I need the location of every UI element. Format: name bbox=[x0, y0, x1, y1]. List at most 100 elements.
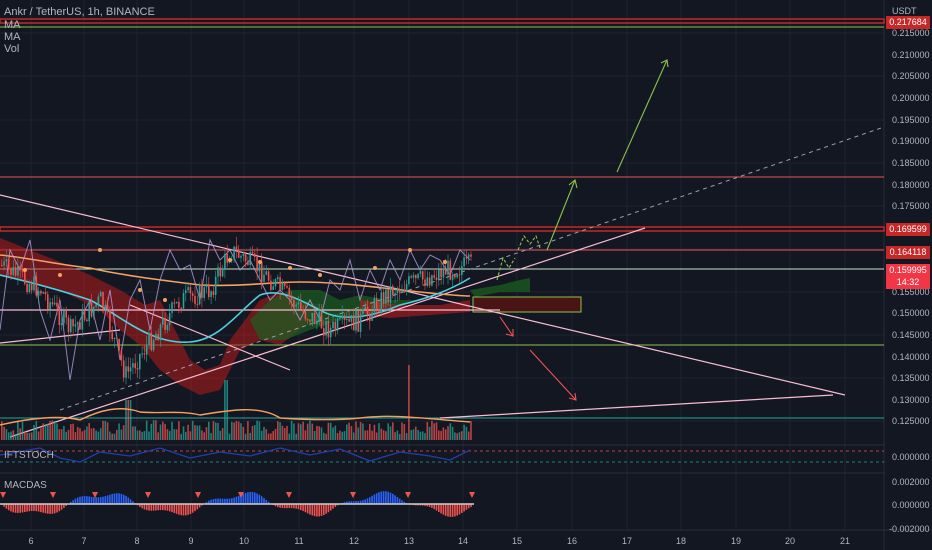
macd-bar bbox=[394, 495, 396, 504]
volume-bar bbox=[7, 432, 10, 440]
volume-bar bbox=[373, 424, 376, 440]
horizontal-levels[interactable] bbox=[0, 18, 885, 419]
volume-bar bbox=[237, 421, 240, 440]
volume-bar bbox=[332, 427, 334, 440]
candle-body bbox=[159, 324, 162, 341]
volume-bar bbox=[318, 426, 320, 440]
signal-dot bbox=[288, 266, 292, 270]
zone-box[interactable] bbox=[472, 296, 582, 313]
volume-bar bbox=[104, 420, 107, 440]
candle-body bbox=[334, 322, 337, 331]
macd-bar bbox=[461, 504, 463, 513]
candle-body bbox=[325, 320, 327, 336]
candle-body bbox=[293, 299, 295, 307]
macd-bar bbox=[320, 504, 323, 516]
macd-bar bbox=[212, 499, 215, 504]
volume-bar bbox=[304, 430, 307, 440]
candle-body bbox=[122, 360, 125, 378]
volume-bar bbox=[173, 429, 176, 440]
volume-bar bbox=[327, 422, 330, 440]
volume-bar bbox=[405, 433, 408, 440]
volume-bar bbox=[185, 431, 187, 440]
macd-bar bbox=[125, 495, 127, 504]
volume-bar bbox=[355, 421, 357, 440]
volume-bar bbox=[302, 421, 304, 440]
candle-body bbox=[435, 277, 438, 281]
macd-bar bbox=[44, 504, 47, 514]
macd-bar bbox=[421, 504, 424, 506]
macd-bar bbox=[180, 504, 182, 516]
trendlines[interactable] bbox=[0, 194, 846, 438]
iftstoch-title[interactable]: IFTSTOCH bbox=[4, 450, 54, 461]
candle-body bbox=[168, 312, 171, 326]
macd-bar bbox=[81, 496, 84, 504]
volume-bar bbox=[171, 421, 173, 440]
macd-bar bbox=[217, 498, 219, 504]
signal-dot bbox=[228, 258, 232, 262]
candle-body bbox=[385, 289, 387, 304]
candle-body bbox=[106, 304, 109, 310]
candle-body bbox=[297, 302, 300, 305]
price-tick: 0.180000 bbox=[892, 180, 930, 190]
macd-bar bbox=[329, 504, 332, 511]
grid bbox=[0, 0, 884, 530]
macd-bar bbox=[382, 491, 385, 504]
macd-bar bbox=[191, 504, 194, 513]
indicator-vol[interactable]: Vol bbox=[4, 43, 20, 55]
price-tick: 0.150000 bbox=[892, 308, 930, 318]
time-tick: 18 bbox=[676, 536, 686, 546]
dashed-projection[interactable] bbox=[59, 126, 885, 411]
macd-bar bbox=[352, 501, 355, 504]
volume-bar bbox=[129, 400, 132, 440]
macd-bar bbox=[152, 504, 155, 511]
symbol-title[interactable]: Ankr / TetherUS, 1h, BINANCE bbox=[4, 6, 155, 18]
candle-body bbox=[182, 293, 185, 309]
time-tick: 21 bbox=[840, 536, 850, 546]
macd-bar bbox=[369, 497, 371, 504]
volume-bar bbox=[157, 432, 159, 440]
macd-bar bbox=[14, 504, 17, 513]
projection-arrows[interactable] bbox=[496, 59, 669, 401]
candle-body bbox=[233, 246, 235, 260]
candle-body bbox=[63, 310, 65, 324]
macd-bar bbox=[449, 504, 452, 517]
signal-dot bbox=[318, 273, 322, 277]
candle-body bbox=[405, 284, 408, 292]
macd-bar bbox=[24, 504, 26, 513]
macd-bar bbox=[224, 498, 226, 504]
macd-bar bbox=[139, 504, 141, 507]
indicator-ma-1[interactable]: MA bbox=[4, 19, 21, 31]
volume-bar bbox=[465, 426, 468, 440]
volume-bar bbox=[385, 431, 387, 440]
volume-bar bbox=[145, 420, 148, 440]
macd-bar bbox=[364, 499, 366, 504]
volume-bar bbox=[249, 432, 251, 440]
price-axis[interactable]: USDT 0.215000 0.210000 0.205000 0.200000 0.1… bbox=[889, 6, 930, 534]
macd-bar bbox=[242, 493, 245, 504]
volume-bar bbox=[26, 432, 28, 440]
volume-bar bbox=[323, 432, 325, 440]
price-tag-current: 0.159995 bbox=[886, 264, 930, 277]
candle-body bbox=[208, 283, 210, 298]
time-tick: 6 bbox=[28, 536, 33, 546]
macdas-title[interactable]: MACDAS bbox=[4, 480, 47, 491]
volume-bar bbox=[65, 431, 67, 440]
volume-bar bbox=[1, 421, 3, 440]
candle-body bbox=[302, 309, 304, 312]
candle-body bbox=[348, 318, 350, 322]
candle-body bbox=[88, 302, 90, 322]
volume-bar bbox=[401, 422, 403, 440]
candle-body bbox=[454, 274, 456, 278]
candle-body bbox=[134, 363, 136, 369]
volume-bar bbox=[21, 421, 24, 440]
volume-bar bbox=[311, 423, 314, 440]
macd-bar bbox=[258, 494, 261, 504]
indicator-ma-2[interactable]: MA bbox=[4, 31, 21, 43]
macd-bar bbox=[300, 504, 302, 511]
time-axis[interactable]: 6 7 8 9 10 11 12 13 14 15 16 17 18 19 20 21 bbox=[28, 536, 850, 546]
macdas-histogram bbox=[1, 491, 472, 517]
candle-body bbox=[19, 265, 21, 269]
macd-bar bbox=[40, 504, 42, 513]
time-tick: 20 bbox=[785, 536, 795, 546]
